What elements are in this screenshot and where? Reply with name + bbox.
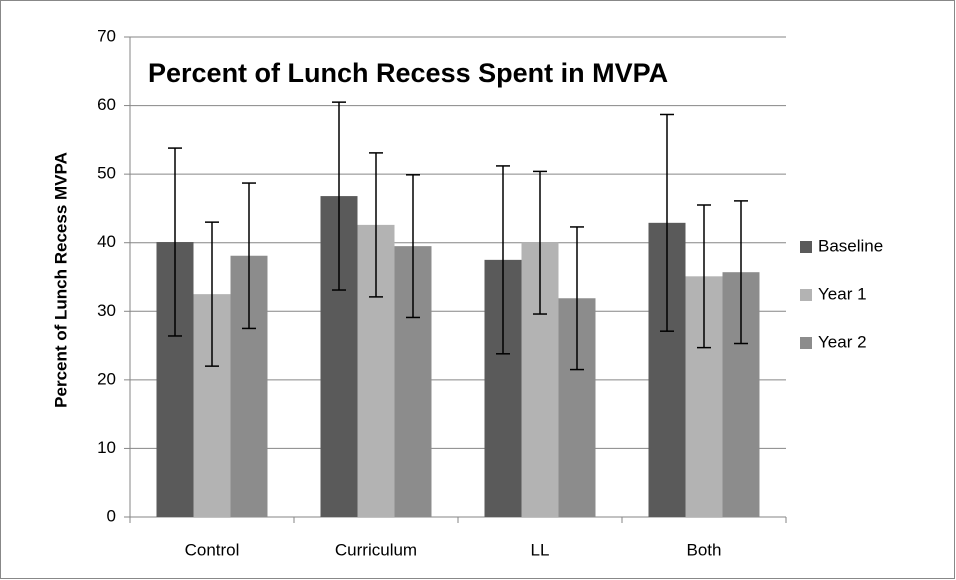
error-bar xyxy=(369,152,383,298)
x-tick-label: LL xyxy=(531,540,550,559)
y-tick-label: 10 xyxy=(97,438,116,457)
error-bar xyxy=(533,170,547,315)
error-bar xyxy=(205,221,219,367)
chart-title: Percent of Lunch Recess Spent in MVPA xyxy=(148,58,668,88)
legend-label: Year 2 xyxy=(818,332,867,351)
y-tick-label: 0 xyxy=(107,506,116,525)
legend-swatch xyxy=(800,289,812,301)
error-bar xyxy=(242,182,256,330)
y-tick-label: 60 xyxy=(97,95,116,114)
legend-swatch xyxy=(800,241,812,253)
error-bar xyxy=(570,226,584,371)
error-bar xyxy=(406,174,420,319)
error-bar xyxy=(660,113,674,332)
y-tick-label: 70 xyxy=(97,26,116,45)
y-tick-label: 30 xyxy=(97,301,116,320)
y-tick-label: 40 xyxy=(97,232,116,251)
legend-swatch xyxy=(800,337,812,349)
error-bar xyxy=(496,165,510,355)
x-tick-label: Both xyxy=(687,540,722,559)
error-bar xyxy=(332,101,346,291)
y-tick-label: 50 xyxy=(97,164,116,183)
error-bar xyxy=(168,147,182,337)
x-tick-label: Curriculum xyxy=(335,540,417,559)
error-bar xyxy=(697,204,711,349)
x-tick-label: Control xyxy=(185,540,240,559)
marks xyxy=(156,101,760,518)
legend-label: Year 1 xyxy=(818,284,867,303)
y-tick-label: 20 xyxy=(97,369,116,388)
legend-label: Baseline xyxy=(818,236,883,255)
error-bar xyxy=(734,200,748,345)
y-axis-label: Percent of Lunch Recess MVPA xyxy=(51,152,70,408)
